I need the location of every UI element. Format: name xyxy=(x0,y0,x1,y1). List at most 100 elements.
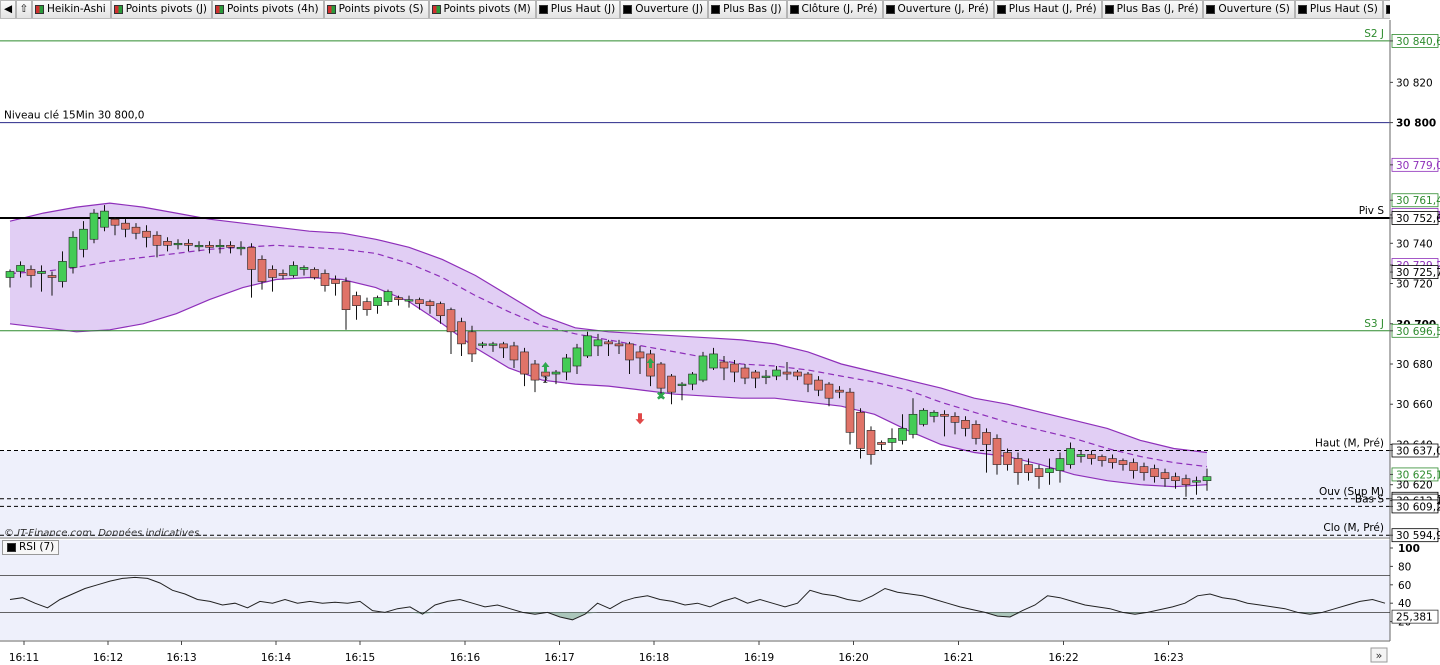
time-axis-label: 16:19 xyxy=(744,652,774,664)
reference-line-label: Bas S xyxy=(1355,493,1384,505)
legend-swatch-icon xyxy=(35,5,44,14)
candle-down xyxy=(541,371,550,377)
candle-down xyxy=(152,234,162,246)
candle-up xyxy=(68,236,78,268)
toolbar-button-label: Plus Bas (J) xyxy=(723,3,782,15)
candle-down xyxy=(740,367,750,379)
price-axis-label: 30 609,2 xyxy=(1396,501,1440,513)
toolbar-button-14[interactable]: Ouverture (S) xyxy=(1203,0,1295,18)
price-axis-label: 30 625,1 xyxy=(1396,469,1440,481)
rsi-axis-label: 40 xyxy=(1398,598,1411,610)
toolbar-button-label: Points pivots (4h) xyxy=(227,3,319,15)
toolbar-button-label: Heikin-Ashi xyxy=(47,3,106,15)
candle-down xyxy=(1129,462,1138,471)
price-axis-label: 30 820 xyxy=(1396,77,1433,89)
buy-signal-icon xyxy=(646,357,655,368)
toolbar-button-5[interactable]: Points pivots (S) xyxy=(323,0,429,18)
toolbar-button-3[interactable]: Points pivots (J) xyxy=(110,0,213,18)
candle-down xyxy=(1024,464,1033,473)
candle-down xyxy=(362,301,372,310)
candle-down xyxy=(730,363,739,373)
candle-down xyxy=(142,230,151,238)
toolbar-button-label: Ouverture (S) xyxy=(1218,3,1290,15)
candle-down xyxy=(1087,454,1096,459)
toolbar-button-7[interactable]: Plus Haut (J) xyxy=(535,0,621,18)
candle-up xyxy=(488,343,498,346)
toolbar-button-6[interactable]: Points pivots (M) xyxy=(428,0,536,18)
price-axis-label: 30 660 xyxy=(1396,399,1433,411)
toolbar-button-1[interactable]: ⇧ xyxy=(16,0,32,18)
reference-line-label: S3 J xyxy=(1364,318,1384,330)
candle-up xyxy=(593,339,603,347)
candle-up xyxy=(898,428,907,441)
buy-signal-icon xyxy=(541,361,550,372)
price-axis-label: 30 637,0 xyxy=(1396,445,1440,457)
rsi-axis-label: 100 xyxy=(1398,543,1420,555)
legend-swatch-icon xyxy=(1297,5,1307,14)
toolbar-button-12[interactable]: Plus Haut (J, Pré) xyxy=(993,0,1102,18)
legend-swatch-icon xyxy=(431,5,441,14)
candle-up xyxy=(761,375,771,378)
toolbar-button-10[interactable]: Clôture (J, Pré) xyxy=(786,0,883,18)
time-axis-bg xyxy=(0,641,1390,665)
toolbar-button-4[interactable]: Points pivots (4h) xyxy=(212,0,324,18)
candle-down xyxy=(824,383,834,399)
candle-down xyxy=(1097,456,1107,461)
candle-up xyxy=(383,291,393,302)
reference-line-label: S2 J xyxy=(1364,28,1384,40)
toolbar-button-8[interactable]: Ouverture (J) xyxy=(620,0,709,18)
candle-up xyxy=(89,212,99,240)
candle-up xyxy=(373,297,382,306)
candle-down xyxy=(614,343,624,347)
candle-up xyxy=(908,413,918,435)
candle-down xyxy=(184,242,193,246)
legend-swatch-icon xyxy=(1104,5,1114,14)
rsi-current-value: 25,381 xyxy=(1396,612,1433,624)
toolbar-button-13[interactable]: Plus Bas (J, Pré) xyxy=(1101,0,1204,18)
toolbar-button-9[interactable]: Plus Bas (J) xyxy=(708,0,787,18)
candle-up xyxy=(929,411,939,417)
toolbar-button-label: Points pivots (J) xyxy=(125,3,208,15)
candle-up xyxy=(1055,458,1065,471)
candle-down xyxy=(751,371,760,379)
candle-up xyxy=(194,245,204,248)
candle-up xyxy=(583,335,592,357)
toolbar-button-11[interactable]: Ouverture (J, Pré) xyxy=(882,0,994,18)
candle-up xyxy=(5,271,15,278)
rsi-current-tag xyxy=(1391,609,1439,624)
candle-down xyxy=(982,432,991,445)
candle-down xyxy=(803,373,813,385)
toolbar-button-16[interactable]: Plu xyxy=(1382,0,1390,18)
candle-up xyxy=(478,343,487,346)
candle-down xyxy=(814,379,823,391)
reference-line-label: Niveau clé 15Min 30 800,0 xyxy=(4,110,144,122)
toolbar-button-0[interactable]: ◀ xyxy=(0,0,16,18)
time-axis-label: 16:15 xyxy=(345,652,375,664)
candle-down xyxy=(278,273,288,276)
candle-down xyxy=(352,295,361,306)
reference-line-label: Piv S xyxy=(1359,205,1385,217)
legend-swatch-icon xyxy=(113,5,123,14)
candle-down xyxy=(247,247,256,270)
toolbar-button-label: Points pivots (S) xyxy=(338,3,424,15)
candle-up xyxy=(100,210,109,228)
toolbar-button-label: Plus Haut (S) xyxy=(1309,3,1378,15)
price-axis-label: 30 720 xyxy=(1396,279,1433,291)
candle-down xyxy=(1034,468,1044,477)
candle-up xyxy=(173,242,183,246)
reference-line-label: Ouv (Sup M) xyxy=(1319,486,1384,498)
toolbar-button-15[interactable]: Plus Haut (S) xyxy=(1294,0,1383,18)
signal-count-label: 2 xyxy=(543,376,548,386)
toolbar-button-2[interactable]: Heikin-Ashi xyxy=(32,0,111,18)
candle-up xyxy=(236,247,246,250)
candle-up xyxy=(709,353,718,369)
candle-down xyxy=(499,343,508,349)
candle-up xyxy=(1202,476,1212,481)
candle-down xyxy=(625,343,634,361)
candle-down xyxy=(331,279,340,284)
rsi-indicator-label[interactable]: RSI (7) xyxy=(2,540,60,555)
candle-down xyxy=(992,438,1002,465)
time-axis-label: 16:16 xyxy=(450,652,481,664)
